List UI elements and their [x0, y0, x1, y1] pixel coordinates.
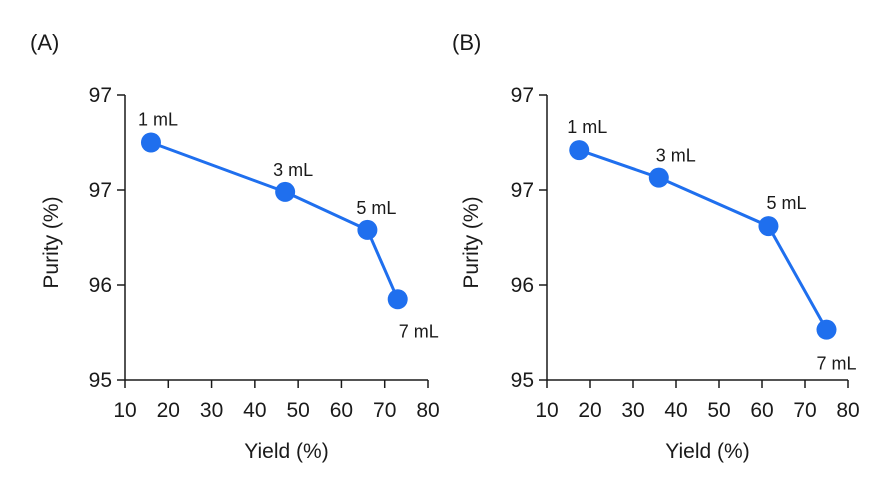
data-point: [758, 216, 779, 237]
x-tick-label: 70: [373, 399, 396, 422]
data-point: [648, 167, 669, 188]
data-point: [357, 219, 378, 240]
x-axis-title: Yield (%): [244, 440, 328, 463]
chart-panel-b: (B) 95 96 97 97 10 20 30 40 50 60 70 80 Yield (%) Puri…: [452, 30, 860, 463]
y-tick-label: 95: [89, 369, 112, 392]
data-label: 5 mL: [356, 198, 396, 218]
series-line: [150, 141, 400, 300]
series-line: [578, 148, 828, 331]
panel-label: (B): [452, 30, 481, 55]
data-label: 1 mL: [567, 117, 607, 137]
data-point: [816, 319, 837, 340]
data-label: 7 mL: [817, 354, 857, 374]
y-tick-label: 95: [511, 369, 534, 392]
y-tick-label: 96: [511, 274, 534, 297]
y-tick-label: 97: [89, 179, 112, 202]
y-tick-label: 97: [89, 84, 112, 107]
data-label: 7 mL: [399, 321, 439, 341]
y-axis-title: Purity (%): [40, 196, 63, 288]
x-tick-label: 30: [200, 399, 223, 422]
data-point: [387, 289, 408, 310]
y-axis-title: Purity (%): [460, 196, 483, 288]
x-tick-label: 10: [113, 399, 136, 422]
data-label: 1 mL: [138, 110, 178, 130]
x-tick-label: 60: [750, 399, 773, 422]
chart-panel-a: (A) 95 96 97 97 10 20 30 40 50 60 70 80 Yield (%) Puri…: [30, 30, 440, 463]
x-tick-label: 20: [578, 399, 601, 422]
x-tick-label: 40: [243, 399, 266, 422]
x-tick-label: 80: [836, 399, 859, 422]
y-tick-label: 96: [89, 274, 112, 297]
x-tick-label: 80: [416, 399, 439, 422]
x-tick-label: 40: [664, 399, 687, 422]
panel-label: (A): [30, 30, 59, 55]
data-label: 5 mL: [766, 193, 806, 213]
x-tick-label: 50: [707, 399, 730, 422]
data-point: [140, 132, 161, 153]
data-point: [569, 140, 590, 161]
data-point: [275, 181, 296, 202]
y-tick-label: 97: [511, 179, 534, 202]
x-axis-title: Yield (%): [665, 440, 749, 463]
x-tick-label: 20: [157, 399, 180, 422]
y-tick-label: 97: [511, 84, 534, 107]
x-tick-label: 10: [535, 399, 558, 422]
x-tick-label: 70: [793, 399, 816, 422]
data-label: 3 mL: [656, 146, 696, 166]
x-tick-label: 60: [330, 399, 353, 422]
x-tick-label: 30: [621, 399, 644, 422]
data-label: 3 mL: [273, 160, 313, 180]
x-tick-label: 50: [286, 399, 309, 422]
